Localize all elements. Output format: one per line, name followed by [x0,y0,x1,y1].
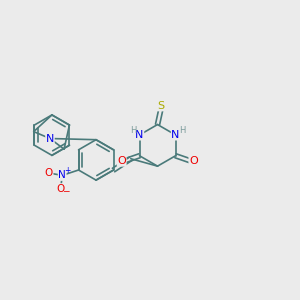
Text: O: O [189,156,198,166]
Text: N: N [46,134,54,143]
Text: H: H [179,126,185,135]
Text: H: H [130,126,136,135]
Text: O: O [117,156,126,166]
Text: N: N [171,130,180,140]
Text: S: S [158,101,165,111]
Text: N: N [58,170,66,180]
Text: N: N [135,130,144,140]
Text: O: O [45,168,53,178]
Text: −: − [62,187,70,196]
Text: O: O [57,184,65,194]
Text: +: + [64,166,71,175]
